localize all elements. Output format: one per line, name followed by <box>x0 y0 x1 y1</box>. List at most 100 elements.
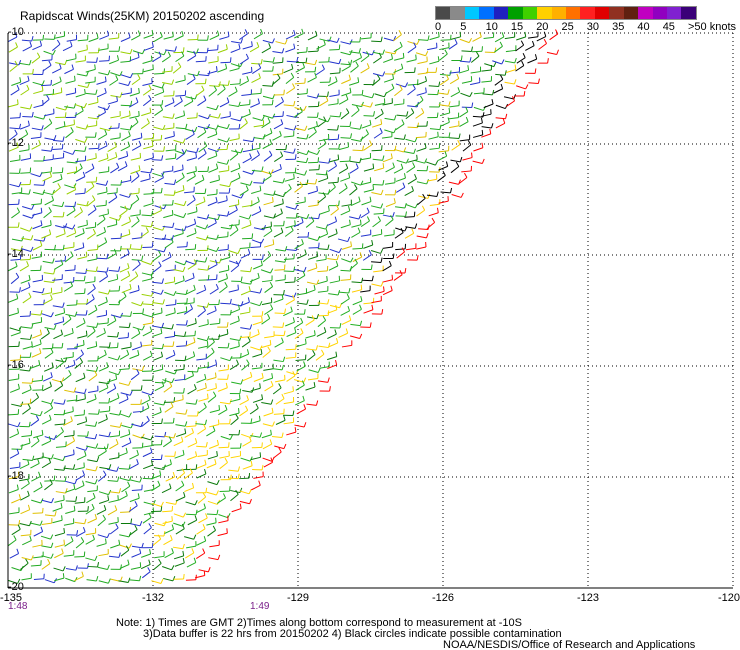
wind-barb <box>297 249 307 260</box>
wind-barb <box>154 520 167 527</box>
wind-barb <box>385 162 395 173</box>
wind-barb <box>285 344 297 351</box>
wind-barb <box>74 228 85 238</box>
wind-barb <box>119 464 131 470</box>
wind-barb <box>206 490 219 496</box>
wind-barb <box>44 479 53 491</box>
wind-barb <box>154 68 165 75</box>
wind-barb <box>109 75 119 86</box>
wind-barb <box>41 54 53 62</box>
wind-barb <box>253 178 265 184</box>
wind-barb <box>175 355 187 362</box>
latitude-label: -12 <box>8 137 24 149</box>
wind-barb <box>229 315 240 325</box>
wind-barb <box>293 377 307 383</box>
wind-barb <box>262 99 274 106</box>
wind-barb <box>231 276 243 282</box>
wind-barb <box>360 129 369 141</box>
wind-barb <box>197 214 210 220</box>
wind-barb <box>327 76 338 87</box>
wind-barb <box>74 146 87 152</box>
wind-barb <box>184 370 195 381</box>
wind-barb <box>161 252 172 263</box>
wind-barb <box>21 378 34 384</box>
wind-barb <box>329 111 342 118</box>
wind-barb <box>185 351 196 361</box>
wind-barb <box>161 66 173 73</box>
wind-barb <box>208 554 221 561</box>
wind-barb <box>75 88 86 98</box>
wind-barb <box>349 258 358 271</box>
wind-barb <box>229 259 242 265</box>
wind-barb <box>220 434 233 440</box>
wind-barb <box>152 205 162 216</box>
wind-barb <box>88 305 98 316</box>
wind-barb <box>306 279 320 285</box>
wind-barb <box>186 218 197 228</box>
wind-barb <box>350 61 359 73</box>
wind-barb <box>197 341 209 349</box>
wind-barb <box>250 383 261 392</box>
wind-barb <box>77 219 88 228</box>
wind-barb <box>327 329 337 339</box>
wind-barb <box>252 464 264 471</box>
wind-barb <box>219 282 228 294</box>
wind-barb <box>187 366 200 373</box>
wind-barb <box>21 573 32 581</box>
wind-barb <box>173 550 185 560</box>
wind-barb <box>85 181 95 193</box>
wind-barb <box>461 102 474 108</box>
wind-barb <box>86 341 98 350</box>
wind-barb <box>273 220 285 227</box>
wind-barb <box>249 329 260 339</box>
wind-barb <box>143 460 154 470</box>
wind-barb <box>207 451 218 460</box>
wind-barb <box>74 388 87 394</box>
wind-barb <box>451 139 461 151</box>
wind-barb <box>329 67 341 75</box>
wind-barb <box>186 74 196 86</box>
wind-barb <box>271 432 284 438</box>
wind-barb <box>151 506 163 512</box>
wind-barb <box>252 63 262 74</box>
wind-barb <box>165 144 177 152</box>
wind-barb <box>240 248 251 259</box>
wind-barb <box>110 539 121 549</box>
wind-barb <box>296 157 309 164</box>
legend-tick-label: 40 <box>637 21 650 33</box>
wind-barb <box>273 289 285 296</box>
wind-barb <box>75 55 86 63</box>
wind-barb <box>272 322 285 328</box>
wind-barb <box>206 189 218 196</box>
wind-barb <box>285 204 298 210</box>
wind-barb <box>209 174 220 184</box>
wind-barb <box>219 398 232 405</box>
wind-barb <box>32 384 44 391</box>
wind-barb <box>87 283 96 295</box>
wind-barb <box>404 211 416 218</box>
wind-barb <box>87 326 96 338</box>
wind-barb <box>55 105 69 111</box>
wind-barb <box>296 134 309 140</box>
wind-barb <box>107 141 117 152</box>
wind-barb <box>218 404 228 416</box>
wind-barb <box>175 523 185 535</box>
wind-barb <box>229 408 240 417</box>
wind-barb <box>239 242 251 249</box>
wind-barb <box>64 387 77 393</box>
wind-barb <box>184 297 195 305</box>
wind-barb <box>8 471 20 480</box>
wind-barb <box>308 213 321 220</box>
wind-barb <box>261 117 271 129</box>
wind-barb <box>119 192 132 198</box>
wind-barb <box>176 320 188 326</box>
wind-barb <box>86 576 99 582</box>
wind-barb <box>251 166 264 172</box>
wind-barb <box>86 266 98 273</box>
wind-barb <box>252 115 265 121</box>
wind-barb <box>8 142 19 152</box>
wind-barb <box>120 311 133 317</box>
wind-barb <box>294 181 303 193</box>
wind-barb <box>85 555 98 562</box>
wind-barb <box>41 542 54 549</box>
